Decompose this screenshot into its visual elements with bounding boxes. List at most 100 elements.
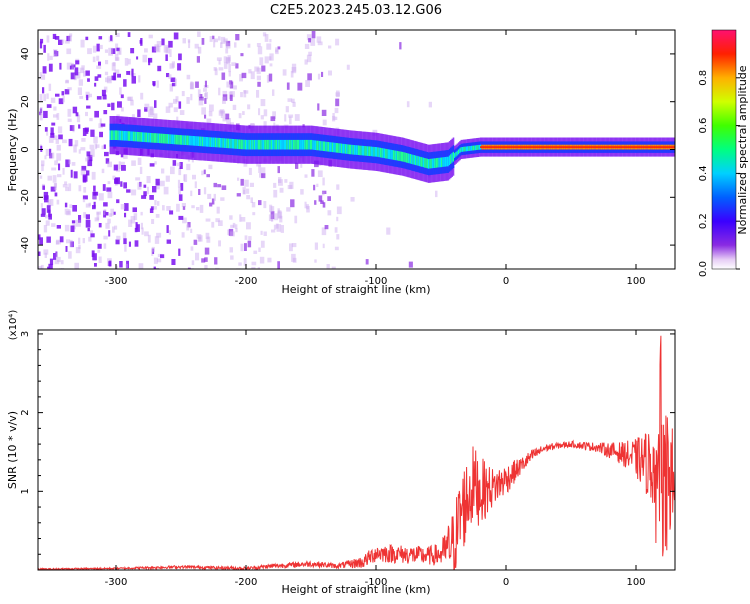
noise-cell: [105, 212, 109, 216]
trace-core: [225, 138, 227, 148]
trace-core: [446, 156, 448, 167]
trace-core: [140, 132, 143, 142]
noise-cell: [92, 45, 97, 53]
noise-cell: [127, 58, 131, 65]
noise-cell: [72, 205, 77, 212]
trace-core: [282, 139, 284, 150]
trace-core: [374, 147, 377, 157]
noise-cell: [264, 34, 269, 42]
noise-cell: [154, 161, 157, 165]
trace-core: [268, 139, 270, 150]
noise-cell: [85, 70, 90, 76]
snr-x-ticks: -300 -200 -100 0 100: [105, 330, 646, 588]
noise-cell: [190, 228, 193, 233]
trace-core: [412, 154, 414, 165]
noise-cell: [261, 65, 266, 72]
noise-cell: [240, 217, 246, 222]
snr-y-ticks: 1 2 3: [20, 331, 675, 555]
noise-cell: [148, 34, 153, 39]
noise-cell: [215, 267, 220, 269]
snr-panel: -300 -200 -100 0 100 1 2 3 Height of straight …: [6, 310, 676, 596]
noise-cell: [219, 109, 225, 114]
noise-cell: [160, 254, 165, 259]
noise-cell: [93, 191, 99, 196]
trace-core: [428, 159, 430, 169]
noise-cell: [243, 189, 246, 195]
trace-core: [233, 139, 235, 149]
noise-cell: [122, 232, 127, 239]
trace-core: [443, 157, 446, 167]
noise-cell: [190, 246, 194, 251]
trace-core: [201, 136, 204, 147]
noise-cell: [51, 167, 57, 171]
noise-cell: [190, 93, 193, 101]
trace-core: [473, 145, 476, 151]
noise-cell: [103, 235, 108, 240]
noise-cell: [38, 234, 41, 240]
trace-core: [117, 130, 119, 141]
noise-cell: [232, 222, 236, 228]
noise-cell: [336, 184, 340, 190]
trace-core: [155, 133, 157, 143]
trace-core: [275, 139, 278, 150]
noise-cell: [241, 72, 247, 79]
noise-cell: [116, 199, 120, 204]
noise-cell: [260, 167, 266, 175]
noise-cell: [96, 96, 102, 100]
noise-cell: [138, 263, 144, 269]
trace-core: [231, 138, 234, 149]
noise-cell: [170, 77, 176, 82]
noise-cell: [40, 145, 43, 152]
trace-core: [331, 142, 334, 153]
noise-cell: [124, 244, 127, 252]
noise-cell: [78, 237, 81, 245]
noise-cell: [230, 224, 234, 228]
trace-core: [277, 139, 279, 150]
trace-core: [355, 145, 357, 155]
noise-cell: [56, 199, 60, 205]
trace-core: [292, 139, 295, 150]
noise-cell: [85, 36, 89, 41]
noise-cell: [72, 106, 78, 114]
noise-cell: [277, 261, 280, 269]
noise-cell: [165, 106, 171, 113]
noise-cell: [269, 53, 274, 61]
noise-cell: [155, 214, 160, 218]
trace-core: [348, 144, 351, 155]
noise-cell: [269, 204, 273, 213]
noise-cell: [211, 221, 215, 228]
noise-cell: [204, 92, 208, 100]
trace-core: [290, 139, 292, 150]
trace-core: [149, 132, 152, 143]
noise-cell: [188, 40, 191, 49]
trace-core: [357, 145, 360, 155]
noise-cell: [65, 159, 70, 168]
noise-cell: [121, 165, 126, 171]
noise-cell: [250, 123, 255, 128]
noise-cell: [242, 111, 245, 115]
noise-cell: [66, 62, 72, 70]
noise-cell: [117, 101, 122, 108]
noise-cell: [116, 164, 121, 172]
noise-cell: [204, 265, 208, 269]
noise-cell: [246, 222, 251, 230]
trace-core: [171, 134, 174, 145]
trace-core: [112, 130, 114, 140]
noise-cell: [317, 170, 323, 177]
noise-cell: [247, 43, 251, 48]
trace-core: [408, 153, 411, 164]
noise-cell: [326, 264, 330, 269]
noise-cell: [258, 247, 261, 252]
trace-core: [307, 139, 309, 150]
noise-cell: [83, 212, 87, 218]
noise-cell: [177, 63, 182, 71]
noise-cell: [49, 258, 54, 265]
snr-y-axis-label: SNR (10 * v/v): [6, 411, 19, 489]
noise-cell: [104, 151, 109, 157]
noise-cell: [47, 175, 53, 181]
noise-cell: [297, 82, 303, 91]
noise-cell: [165, 175, 170, 182]
noise-cell: [64, 202, 68, 208]
noise-cell: [40, 38, 44, 44]
trace-core: [199, 136, 201, 147]
